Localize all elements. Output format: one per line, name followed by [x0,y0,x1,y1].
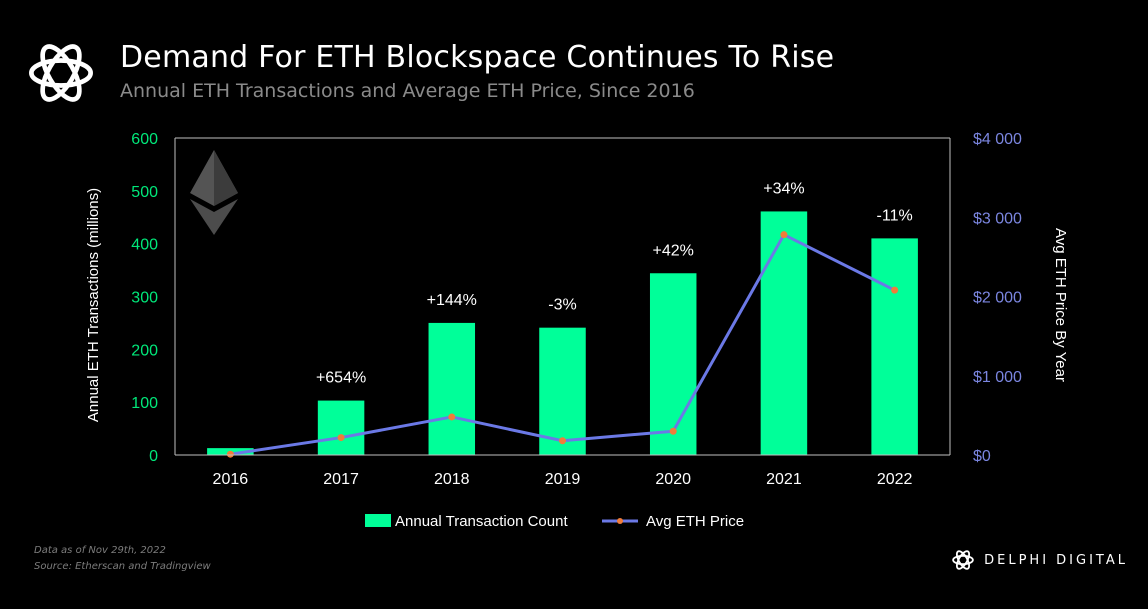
x-tick-label: 2019 [545,471,581,488]
ethereum-logo-icon [190,150,238,235]
bar-data-label: +42% [653,242,694,259]
price-point-2016 [226,450,234,458]
brand-name: DELPHI DIGITAL [984,552,1128,568]
bar-data-label: +34% [763,180,804,197]
x-tick-label: 2016 [213,471,249,488]
footnote-data-date: Data as of Nov 29th, 2022 [34,545,166,556]
price-point-2019 [559,437,566,445]
price-point-2018 [448,413,456,421]
x-tick-label: 2020 [655,471,691,488]
bar-transactions-2017 [317,400,365,455]
footnote-source: Source: Etherscan and Tradingview [34,561,211,572]
price-point-2017 [337,434,345,442]
y-tick-left: 200 [131,342,158,359]
y-tick-left: 500 [131,184,158,201]
legend: Annual Transaction Count Avg ETH Price [365,513,744,530]
y-tick-right: $4 000 [973,131,1022,148]
x-tick-label: 2018 [434,471,470,488]
price-point-2022 [891,286,899,294]
legend-label-price: Avg ETH Price [646,513,744,530]
y-tick-left: 300 [131,290,158,307]
bar-data-label: +654% [316,370,366,387]
x-tick-label: 2017 [323,471,359,488]
bar-data-label: +144% [427,292,477,309]
price-point-2020 [669,427,677,435]
delphi-logo-icon [29,44,93,102]
y-axis-label-left: Annual ETH Transactions (millions) [85,188,102,422]
legend-swatch-transactions [365,514,391,527]
bar-transactions-2021 [760,211,808,455]
y-tick-left: 0 [149,448,158,465]
x-tick-label: 2022 [877,471,913,488]
x-tick-label: 2021 [766,471,802,488]
legend-marker-price [617,518,623,524]
y-axis-label-right: Avg ETH Price By Year [1052,228,1069,382]
y-tick-right: $0 [973,448,991,465]
bar-data-label: -3% [548,297,576,314]
bar-transactions-2019 [539,327,586,455]
legend-label-transactions: Annual Transaction Count [395,513,568,530]
y-tick-left: 600 [131,131,158,148]
bar-transactions-2022 [871,238,918,455]
bar-data-label: -11% [877,207,913,224]
chart-subtitle: Annual ETH Transactions and Average ETH … [120,80,695,102]
chart-title: Demand For ETH Blockspace Continues To R… [120,40,835,75]
delphi-small-logo-icon [952,550,974,570]
y-tick-right: $1 000 [973,369,1022,386]
y-tick-right: $2 000 [973,290,1022,307]
y-tick-left: 100 [131,395,158,412]
bar-transactions-2020 [649,273,697,455]
y-tick-right: $3 000 [973,210,1022,227]
price-point-2021 [780,231,788,239]
brand-mark: DELPHI DIGITAL [950,546,1128,574]
bar-transactions-2018 [428,322,476,455]
y-tick-left: 400 [131,237,158,254]
